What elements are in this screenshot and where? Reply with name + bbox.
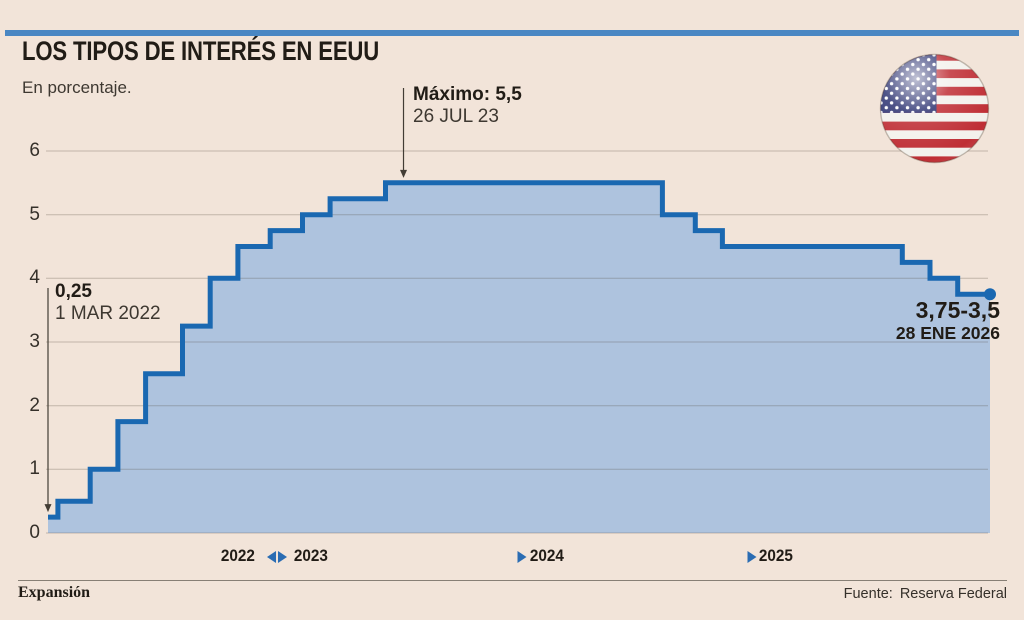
top-accent-bar (5, 30, 1019, 36)
year-boundary-marker (267, 551, 287, 563)
end-annotation: 3,75-3,5 28 ENE 2026 (895, 297, 1000, 344)
source-credit: Fuente: Reserva Federal (844, 586, 1007, 602)
x-axis-year-label: 2022 (220, 546, 256, 565)
source-name: Reserva Federal (899, 586, 1007, 602)
x-axis-year-label: 2025 (758, 546, 794, 565)
start-annotation-value: 0,25 (55, 281, 92, 302)
max-annotation-value: Máximo: 5,5 (413, 84, 522, 105)
triangle-right-icon (747, 551, 757, 563)
brand-logo: Expansión (18, 584, 91, 601)
y-tick-label: 1 (29, 458, 40, 480)
end-dot (984, 288, 996, 301)
y-tick-label: 2 (29, 394, 40, 416)
end-annotation-date: 28 ENE 2026 (895, 323, 1000, 343)
y-tick-label: 6 (29, 140, 40, 161)
source-label: Fuente: (843, 586, 893, 602)
chart-subtitle: En porcentaje. (22, 78, 132, 97)
area-fill (48, 182, 990, 534)
triangle-right-icon (517, 551, 527, 563)
end-annotation-value: 3,75-3,5 (915, 297, 1000, 323)
us-flag-badge-icon (878, 52, 991, 165)
y-tick-label: 4 (29, 267, 40, 289)
start-annotation: 0,25 1 MAR 2022 (55, 281, 161, 325)
x-axis-year-label: 2023 (293, 546, 329, 565)
year-boundary-marker (517, 551, 527, 563)
start-annotation-date: 1 MAR 2022 (55, 303, 161, 324)
y-tick-label: 3 (29, 331, 40, 352)
triangle-right-icon (278, 551, 287, 563)
y-tick-label: 0 (29, 522, 40, 543)
x-axis-year-label: 2024 (529, 546, 565, 565)
max-annotation: Máximo: 5,5 26 JUL 23 (413, 84, 522, 128)
max-annotation-date: 26 JUL 23 (413, 106, 499, 127)
triangle-left-icon (267, 551, 276, 563)
grid-lines (46, 150, 988, 534)
footer-divider (18, 580, 1007, 581)
step-line (48, 180, 996, 520)
chart-title: LOS TIPOS DE INTERÉS EN EEUU (22, 36, 380, 66)
year-boundary-marker (747, 551, 757, 563)
y-tick-label: 5 (29, 203, 40, 225)
annotation-arrows (44, 88, 408, 513)
